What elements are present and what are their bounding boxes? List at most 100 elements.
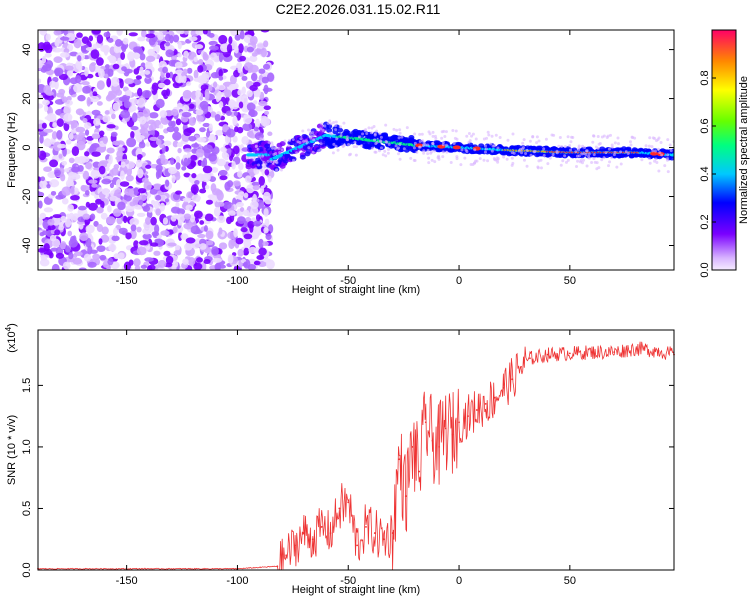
halo-dot	[511, 132, 515, 136]
halo-dot	[254, 167, 258, 171]
noise-blob	[120, 109, 131, 119]
halo-dot	[377, 149, 381, 153]
noise-blob	[52, 47, 63, 53]
noise-blob	[162, 217, 169, 225]
halo-dot	[396, 152, 400, 156]
noise-blob	[205, 199, 213, 205]
halo-dot	[512, 151, 516, 155]
halo-dot	[287, 138, 291, 142]
noise-blob	[256, 42, 265, 50]
noise-blob	[52, 238, 61, 248]
noise-blob	[242, 122, 253, 132]
noise-blob	[247, 220, 255, 229]
halo-dot	[465, 150, 469, 154]
noise-blob	[239, 55, 246, 62]
halo-dot	[295, 151, 299, 155]
halo-dot	[591, 140, 595, 144]
noise-blob	[264, 169, 270, 176]
noise-blob	[236, 62, 243, 69]
halo-dot	[336, 148, 340, 152]
noise-blob	[183, 222, 194, 230]
noise-blob	[110, 131, 118, 137]
snr-point	[276, 565, 279, 568]
noise-blob	[232, 116, 238, 126]
halo-dot	[271, 144, 275, 148]
noise-blob	[144, 216, 151, 225]
halo-dot	[654, 139, 658, 143]
noise-blob	[190, 242, 201, 249]
halo-dot	[321, 128, 325, 132]
halo-dot	[478, 157, 482, 161]
snr-point	[294, 544, 296, 547]
noise-blob	[68, 252, 74, 260]
noise-blob	[209, 45, 219, 51]
noise-blob	[91, 109, 101, 116]
noise-blob	[85, 162, 93, 170]
noise-blob	[253, 126, 259, 132]
noise-blob	[261, 76, 270, 84]
noise-blob	[178, 231, 183, 242]
noise-blob	[170, 215, 177, 222]
noise-blob	[240, 227, 248, 233]
halo-dot	[373, 138, 377, 142]
noise-blob	[83, 253, 92, 262]
noise-blob	[152, 183, 163, 190]
noise-blob	[241, 75, 248, 81]
x-tick-label: 0	[456, 275, 462, 287]
noise-blob	[103, 73, 109, 79]
halo-dot	[418, 139, 422, 143]
halo-dot	[444, 143, 448, 147]
noise-blob	[44, 115, 54, 121]
halo-dot	[525, 164, 529, 168]
noise-blob	[42, 99, 50, 106]
halo-dot	[319, 142, 323, 146]
noise-blob	[145, 55, 156, 62]
halo-dot	[274, 160, 278, 164]
noise-blob	[73, 251, 83, 256]
noise-blob	[117, 57, 122, 66]
halo-dot	[378, 132, 382, 136]
noise-blob	[107, 68, 114, 77]
noise-blob	[64, 245, 70, 253]
snr-panel: -150 -100 -50 0 50 0.0 0.5 1.0 1.5 Height of st…	[4, 323, 675, 596]
noise-blob	[50, 190, 57, 196]
halo-dot	[535, 135, 539, 139]
noise-blob	[85, 201, 91, 208]
halo-dot	[569, 148, 573, 152]
halo-dot	[398, 128, 402, 132]
halo-dot	[615, 165, 619, 169]
noise-blob	[252, 100, 258, 105]
noise-blob	[67, 230, 73, 237]
halo-dot	[521, 146, 525, 150]
snr-point	[311, 538, 314, 541]
snr-point	[303, 532, 305, 534]
noise-blob	[260, 30, 270, 33]
noise-blob	[41, 122, 47, 129]
halo-dot	[528, 139, 532, 143]
noise-blob	[237, 216, 246, 225]
halo-dot	[421, 143, 425, 147]
halo-dot	[319, 127, 323, 131]
noise-blob	[109, 90, 117, 99]
noise-blob	[218, 75, 224, 81]
halo-dot	[463, 156, 467, 160]
halo-dot	[490, 149, 494, 153]
halo-dot	[369, 131, 373, 135]
noise-blob	[82, 117, 88, 124]
noise-blob	[137, 194, 147, 202]
noise-blob	[224, 181, 231, 191]
noise-blob	[240, 93, 248, 99]
noise-blob	[64, 65, 74, 71]
noise-blob	[267, 131, 273, 136]
halo-dot	[520, 151, 524, 155]
noise-blob	[45, 60, 54, 69]
halo-dot	[422, 151, 426, 155]
noise-blob	[54, 68, 61, 77]
noise-blob	[85, 190, 90, 196]
noise-blob	[185, 249, 192, 256]
x-tick-label: -150	[116, 275, 138, 287]
snr-y-ticks: 0.0 0.5 1.0 1.5	[21, 378, 674, 578]
halo-dot	[307, 128, 311, 132]
noise-blob	[73, 83, 83, 93]
noise-blob	[98, 68, 105, 79]
